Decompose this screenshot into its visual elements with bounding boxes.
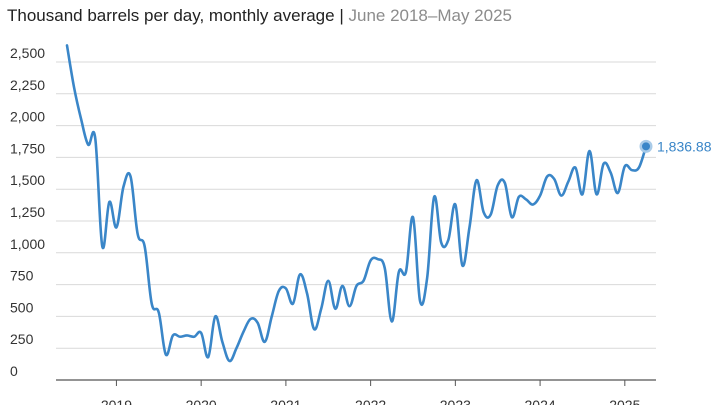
gridlines <box>56 61 656 381</box>
series-group <box>65 44 648 363</box>
x-tick-label: 2021 <box>270 397 301 405</box>
y-tick-label: 250 <box>10 331 34 347</box>
chart-subtitle: Thousand barrels per day, monthly averag… <box>7 6 512 26</box>
y-tick-label: 1,250 <box>10 204 45 220</box>
x-tick-label: 2025 <box>609 397 640 405</box>
x-tick-label: 2023 <box>440 397 471 405</box>
y-tick-label: 1,750 <box>10 140 45 156</box>
x-tick-label: 2020 <box>186 397 217 405</box>
x-tick-label: 2019 <box>101 397 132 405</box>
y-tick-label: 0 <box>10 363 18 379</box>
y-tick-label: 500 <box>10 299 34 315</box>
y-tick-label: 2,000 <box>10 109 45 125</box>
y-tick-label: 750 <box>10 268 34 284</box>
x-axis-tick-labels: 2019 2020 2021 2022 2023 2024 2025 <box>101 380 641 405</box>
y-tick-label: 1,000 <box>10 236 45 252</box>
end-value-label: 1,836.88 <box>657 138 712 154</box>
end-annotation: 1,836.88 <box>639 138 712 154</box>
subtitle-separator: | <box>339 6 344 25</box>
x-tick-label: 2022 <box>355 397 386 405</box>
y-axis-tick-labels: 0 250 500 750 1,000 1,250 1,500 1,750 2,000 2,250… <box>10 45 45 379</box>
series-line <box>65 44 648 363</box>
subtitle-date-range: June 2018–May 2025 <box>348 6 513 25</box>
x-tick-label: 2024 <box>525 397 556 405</box>
end-point-marker <box>642 142 650 151</box>
subtitle-units: Thousand barrels per day, monthly averag… <box>7 6 335 25</box>
y-tick-label: 2,250 <box>10 77 45 93</box>
y-tick-label: 2,500 <box>10 45 45 61</box>
y-tick-label: 1,500 <box>10 172 45 188</box>
